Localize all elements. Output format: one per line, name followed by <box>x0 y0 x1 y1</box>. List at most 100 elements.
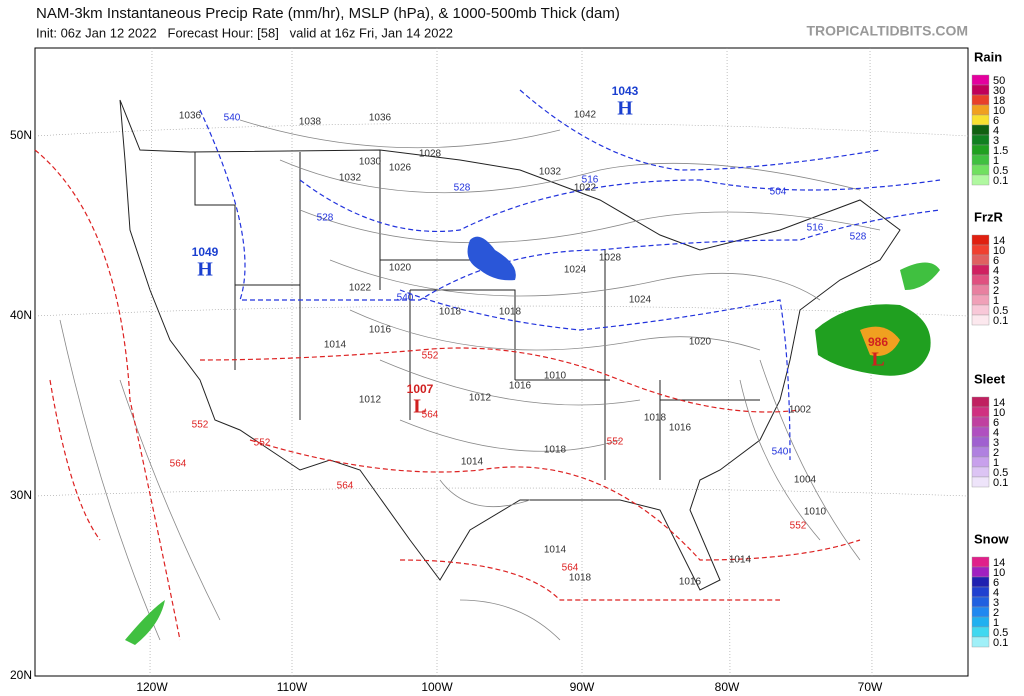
legend-label: 0.1 <box>993 315 1008 327</box>
legend-label: 14 <box>993 397 1005 409</box>
thickness-label: 504 <box>770 187 787 198</box>
pressure-label: 1018 <box>644 413 667 424</box>
legend-label: 1 <box>993 155 999 167</box>
legend-swatch <box>971 234 990 246</box>
legend-swatch <box>971 304 990 316</box>
subtitle: Init: 06z Jan 12 2022 Forecast Hour: [58… <box>36 25 453 40</box>
legend-swatch <box>971 294 990 306</box>
rain-area-north <box>900 262 940 290</box>
thickness-label: 540 <box>224 113 241 124</box>
lon-label: 70W <box>858 680 883 694</box>
legend-swatch <box>971 416 990 428</box>
pressure-label: 1018 <box>439 307 462 318</box>
legend-swatch <box>971 406 990 418</box>
thickness-label: 564 <box>562 563 579 574</box>
watermark: TROPICALTIDBITS.COM <box>806 23 968 39</box>
legend-label: 14 <box>993 557 1005 569</box>
pressure-label: 1002 <box>789 405 812 416</box>
legend-title: FrzR <box>974 209 1004 224</box>
pressure-label: 1030 <box>359 157 382 168</box>
legend-label: 6 <box>993 115 999 127</box>
center-value: 986 <box>868 335 888 349</box>
legend-label: 10 <box>993 105 1005 117</box>
precip <box>125 236 940 645</box>
thickness-label: 552 <box>254 438 271 449</box>
legend-swatch <box>971 466 990 478</box>
legend-label: 1 <box>993 457 999 469</box>
title: NAM-3km Instantaneous Precip Rate (mm/hr… <box>36 5 620 22</box>
legend-swatch <box>971 104 990 116</box>
legend-title: Rain <box>974 49 1002 64</box>
legend-swatch <box>971 566 990 578</box>
lon-label: 90W <box>570 680 595 694</box>
legend-label: 1.5 <box>993 145 1008 157</box>
legend-label: 0.5 <box>993 627 1008 639</box>
legend-label: 2 <box>993 285 999 297</box>
pressure-contours <box>59 119 881 641</box>
legend-label: 4 <box>993 265 999 277</box>
pressure-label: 1014 <box>544 545 567 556</box>
legend-label: 3 <box>993 597 999 609</box>
legend-swatch <box>971 264 990 276</box>
pressure-label: 1020 <box>689 337 712 348</box>
legend-label: 0.5 <box>993 305 1008 317</box>
pressure-label: 1028 <box>599 253 622 264</box>
legend-label: 0.1 <box>993 477 1008 489</box>
rain-heavy <box>860 326 900 356</box>
legend-label: 6 <box>993 255 999 267</box>
legend-label: 6 <box>993 577 999 589</box>
legend-label: 6 <box>993 417 999 429</box>
legend-swatch <box>971 396 990 408</box>
legend-swatch <box>971 606 990 618</box>
center-letter: L <box>413 396 426 418</box>
legend-swatch <box>971 174 990 186</box>
thickness-label: 528 <box>317 213 334 224</box>
rain-area-pacific <box>125 600 165 645</box>
legend-label: 4 <box>993 587 999 599</box>
legend-swatch <box>971 74 990 86</box>
pressure-label: 1022 <box>574 183 597 194</box>
legend-swatch <box>971 576 990 588</box>
legend-label: 10 <box>993 245 1005 257</box>
legend-swatch <box>971 456 990 468</box>
lon-label: 120W <box>136 680 168 694</box>
lon-label: 110W <box>277 680 308 694</box>
pressure-label: 1042 <box>574 110 597 121</box>
legend-label: 2 <box>993 607 999 619</box>
legend-label: 3 <box>993 135 999 147</box>
pressure-label: 1014 <box>324 340 347 351</box>
legend-swatch <box>971 134 990 146</box>
lat-label: 30N <box>10 488 32 502</box>
pressure-label: 1014 <box>461 457 484 468</box>
legend-swatch <box>971 436 990 448</box>
map-frame <box>34 47 969 677</box>
pressure-label: 1010 <box>804 507 827 518</box>
boundaries <box>119 99 901 641</box>
legend-label: 0.5 <box>993 165 1008 177</box>
legend-label: 18 <box>993 95 1005 107</box>
legend-label: 10 <box>993 407 1005 419</box>
thickness-label: 564 <box>337 481 354 492</box>
pressure-label: 1020 <box>389 263 412 274</box>
legend-label: 4 <box>993 125 999 137</box>
thickness-label: 540 <box>772 447 789 458</box>
pressure-label: 1018 <box>569 573 592 584</box>
legend-swatch <box>971 154 990 166</box>
legend-swatch <box>971 84 990 96</box>
legend-swatch <box>971 314 990 326</box>
pressure-label: 1016 <box>509 381 532 392</box>
pressure-label: 1024 <box>564 265 587 276</box>
pressure-label: 1016 <box>669 423 692 434</box>
legend-label: 50 <box>993 75 1005 87</box>
center-letter: L <box>871 349 884 371</box>
legend-swatch <box>971 164 990 176</box>
pressure-label: 1012 <box>469 393 492 404</box>
legend-label: 2 <box>993 447 999 459</box>
pressure-label: 1026 <box>389 163 412 174</box>
legend-label: 0.1 <box>993 175 1008 187</box>
pressure-label: 1004 <box>794 475 817 486</box>
legend-swatch <box>971 114 990 126</box>
